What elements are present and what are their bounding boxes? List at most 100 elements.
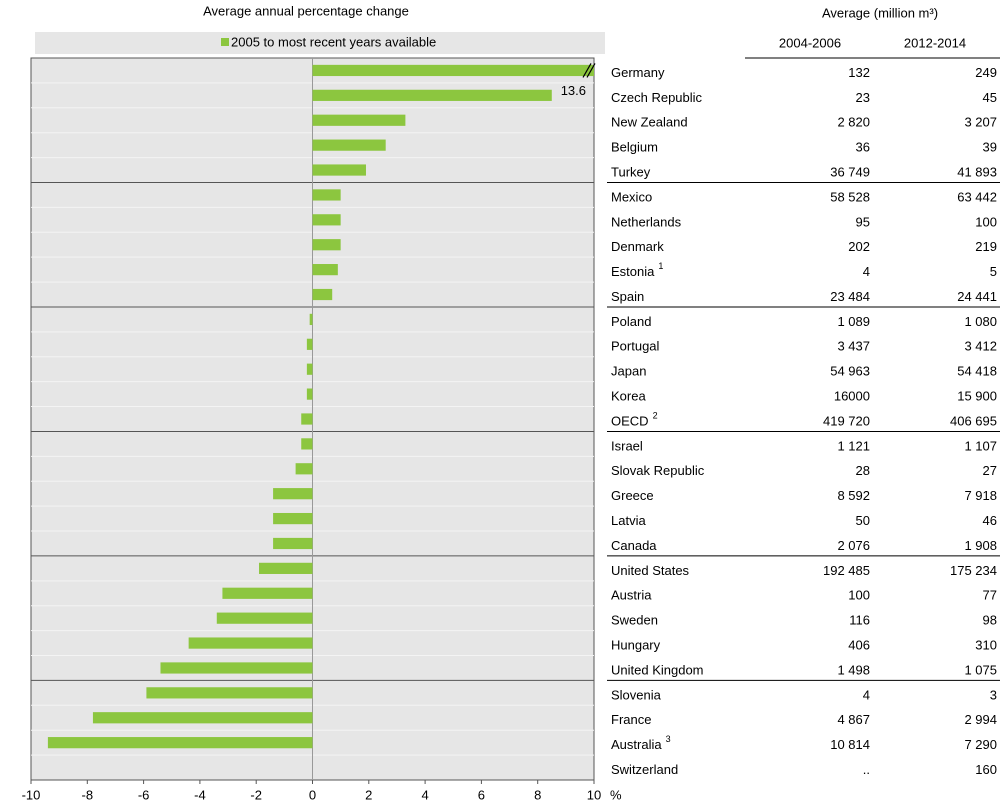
category-label: Sweden — [611, 613, 658, 628]
x-tick-label: -10 — [22, 787, 41, 801]
table-cell: 132 — [848, 65, 870, 80]
category-label: Poland — [611, 314, 651, 329]
x-tick-label: -4 — [194, 787, 206, 801]
table-cell: 98 — [983, 613, 997, 628]
category-label: Netherlands — [611, 214, 682, 229]
x-tick-label: 6 — [478, 787, 485, 801]
table-cell: 249 — [975, 65, 997, 80]
category-label: Spain — [611, 289, 644, 304]
table-cell: 175 234 — [950, 563, 997, 578]
x-tick-label: -6 — [138, 787, 150, 801]
category-label: Switzerland — [611, 762, 678, 777]
x-tick-label: 2 — [365, 787, 372, 801]
bar — [259, 562, 313, 574]
bar — [312, 139, 386, 151]
table-cell: 192 485 — [823, 563, 870, 578]
bar — [47, 737, 313, 749]
table-cell: 23 — [856, 90, 870, 105]
x-tick-label: -2 — [250, 787, 262, 801]
bar — [216, 612, 313, 624]
table-cell: 4 — [863, 687, 870, 702]
category-label: Slovenia — [611, 687, 662, 702]
table-cell: 8 592 — [837, 488, 870, 503]
x-tick-label: 0 — [309, 787, 316, 801]
table-cell: .. — [863, 762, 870, 777]
table-cell: 45 — [983, 90, 997, 105]
category-label: Canada — [611, 538, 657, 553]
legend-swatch — [221, 38, 229, 46]
category-label: Slovak Republic — [611, 463, 705, 478]
table-cell: 95 — [856, 214, 870, 229]
x-tick-label: 4 — [421, 787, 428, 801]
bar — [295, 463, 313, 475]
bar — [312, 114, 406, 126]
category-label: Denmark — [611, 239, 664, 254]
table-cell: 1 498 — [837, 662, 870, 677]
bar — [306, 363, 313, 375]
table-cell: 219 — [975, 239, 997, 254]
category-label: France — [611, 712, 651, 727]
x-tick-label: 10 — [587, 787, 601, 801]
category-label: Australia — [611, 737, 662, 752]
table-cell: 16000 — [834, 389, 870, 404]
table-cell: 1 089 — [837, 314, 870, 329]
table-cell: 419 720 — [823, 413, 870, 428]
bar — [301, 438, 313, 450]
bar — [309, 313, 313, 326]
bar — [312, 64, 594, 77]
category-label: Mexico — [611, 189, 652, 204]
bar — [146, 687, 313, 699]
table-cell: 2 076 — [837, 538, 870, 553]
x-tick-label: -8 — [82, 787, 94, 801]
table-cell: 63 442 — [957, 189, 997, 204]
category-label: United States — [611, 563, 690, 578]
x-axis-label: % — [610, 787, 622, 801]
table-cell: 2 994 — [964, 712, 997, 727]
table-cell: 1 075 — [964, 662, 997, 677]
category-label: Czech Republic — [611, 90, 703, 105]
footnote-mark: 1 — [658, 261, 663, 271]
chart-title: Average annual percentage change — [203, 3, 409, 18]
axis-break — [586, 63, 596, 78]
category-label: Japan — [611, 364, 646, 379]
table-cell: 406 695 — [950, 413, 997, 428]
bar — [273, 512, 313, 525]
footnote-mark: 3 — [666, 734, 671, 744]
category-label: New Zealand — [611, 115, 688, 130]
category-label: Israel — [611, 438, 643, 453]
table-cell: 3 — [990, 687, 997, 702]
category-label: Latvia — [611, 513, 646, 528]
category-label: Germany — [611, 65, 665, 80]
table-cell: 310 — [975, 638, 997, 653]
table-cell: 41 893 — [957, 164, 997, 179]
table-cell: 77 — [983, 588, 997, 603]
value-label: 13.6 — [561, 83, 586, 98]
legend-box — [35, 32, 605, 54]
legend-label: 2005 to most recent years available — [231, 34, 436, 49]
bar — [222, 587, 313, 599]
table-cell: 202 — [848, 239, 870, 254]
bar — [188, 637, 313, 649]
table-cell: 15 900 — [957, 389, 997, 404]
bar — [312, 264, 338, 276]
table-cell: 4 — [863, 264, 870, 279]
table-cell: 27 — [983, 463, 997, 478]
category-label: Estonia — [611, 264, 655, 279]
category-label: Korea — [611, 389, 646, 404]
column-header: 2004-2006 — [779, 35, 841, 50]
bar — [273, 488, 313, 500]
table-cell: 5 — [990, 264, 997, 279]
bar — [312, 214, 341, 226]
bar — [306, 338, 313, 350]
table-cell: 24 441 — [957, 289, 997, 304]
bar — [312, 164, 366, 176]
table-cell: 100 — [975, 214, 997, 229]
bar — [306, 388, 313, 400]
axis-break — [582, 63, 592, 78]
table-cell: 1 107 — [964, 438, 997, 453]
table-cell: 46 — [983, 513, 997, 528]
table-cell: 3 207 — [964, 115, 997, 130]
table-cell: 100 — [848, 588, 870, 603]
table-cell: 1 121 — [837, 438, 870, 453]
